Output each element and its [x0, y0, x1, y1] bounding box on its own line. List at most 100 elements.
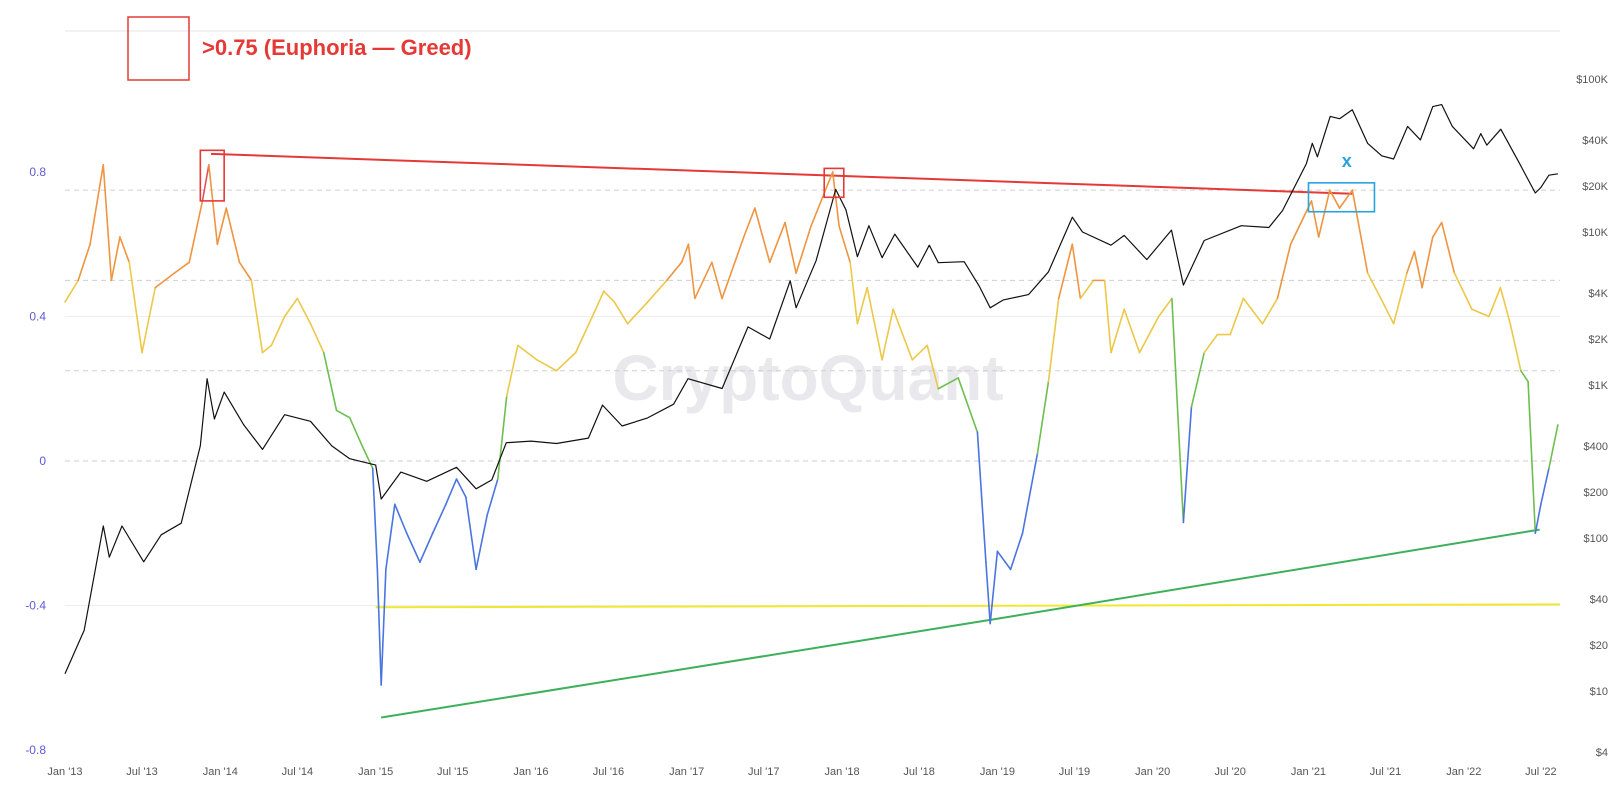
indicator-segment — [1453, 272, 1473, 311]
indicator-segment — [405, 532, 421, 563]
indicator-segment — [1540, 467, 1550, 506]
indicator-segment — [1338, 189, 1354, 209]
indicator-segment — [376, 568, 382, 686]
x-axis-tick-label: Jul '13 — [126, 766, 157, 778]
x-axis-tick-label: Jan '22 — [1446, 766, 1481, 778]
indicator-segment — [445, 478, 458, 506]
indicator-segment — [455, 478, 467, 498]
indicator-segment — [849, 261, 859, 325]
indicator-segment — [1534, 503, 1542, 535]
indicator-segment — [188, 200, 204, 264]
indicator-segment — [742, 207, 756, 238]
indicator-segment — [119, 236, 131, 264]
indicator-segment — [831, 171, 840, 227]
indicator-segment — [1071, 243, 1082, 300]
left-axis-tick-label: -0.8 — [25, 743, 46, 757]
left-axis: 0.8 0.4 0 -0.4 -0.8 — [25, 165, 46, 757]
indicator-segment — [795, 225, 812, 274]
indicator-segment — [1317, 189, 1331, 238]
indicator-segment — [431, 503, 447, 535]
indicator-segment — [250, 279, 264, 354]
indicator-segment — [1009, 532, 1024, 571]
indicator-segment — [516, 344, 538, 361]
x-axis-tick-label: Jul '17 — [748, 766, 779, 778]
indicator-segment — [1520, 369, 1529, 383]
x-axis-tick-label: Jul '20 — [1214, 766, 1245, 778]
indicator-segment — [1405, 250, 1416, 274]
right-axis-tick-label: $4K — [1588, 288, 1608, 300]
right-axis-tick-label: $40K — [1582, 135, 1608, 147]
indicator-segment — [613, 301, 629, 325]
indicator-segment — [385, 503, 396, 571]
x-axis-tick-label: Jul '19 — [1059, 766, 1090, 778]
right-axis-tick-label: $40 — [1590, 594, 1608, 606]
indicator-segment — [1276, 243, 1292, 300]
x-axis-tick-label: Jul '18 — [903, 766, 934, 778]
right-axis-tick-label: $20K — [1582, 181, 1608, 193]
indicator-segment — [1229, 297, 1245, 336]
indicator-segment — [555, 351, 577, 372]
indicator-segment — [1392, 272, 1408, 325]
right-axis-tick-label: $1K — [1588, 380, 1608, 392]
indicator-segment — [141, 286, 157, 354]
indicator-segment — [270, 315, 286, 347]
indicator-segment — [694, 261, 713, 300]
indicator-segment — [225, 207, 241, 264]
indicator-segment — [1123, 308, 1141, 354]
indicator-segment — [1190, 351, 1206, 408]
annotation-x-marker: x — [1342, 151, 1352, 171]
indicator-segment — [1527, 380, 1537, 535]
indicator-segment — [721, 236, 745, 300]
indicator-segment — [680, 243, 690, 264]
indicator-segment — [810, 171, 834, 227]
right-axis-tick-label: $100K — [1576, 74, 1608, 86]
indicator-segment — [380, 568, 387, 686]
x-axis-tick-label: Jan '21 — [1291, 766, 1326, 778]
indicator-segment — [626, 301, 649, 325]
indicator-segment — [687, 243, 696, 300]
indicator-segment — [646, 279, 668, 303]
indicator-segment — [201, 163, 210, 202]
right-axis-tick-label: $200 — [1584, 487, 1608, 499]
indicator-segment — [1036, 380, 1050, 455]
highlight-boxes — [199, 149, 1376, 213]
x-axis-tick-label: Jul '14 — [282, 766, 313, 778]
right-axis-tick-label: $10 — [1590, 686, 1608, 698]
indicator-segment — [335, 409, 351, 419]
indicator-segment — [536, 359, 558, 372]
right-axis-tick-label: $400 — [1584, 441, 1608, 453]
indicator-segment — [102, 163, 113, 282]
indicator-segment — [989, 550, 999, 625]
indicator-segment — [496, 395, 508, 480]
indicator-segment — [784, 221, 797, 274]
x-axis-tick-label: Jan '16 — [513, 766, 548, 778]
indicator-segment — [261, 344, 273, 354]
green-trendline — [381, 528, 1540, 719]
indicator-segment — [309, 322, 325, 354]
indicator-segment — [1509, 322, 1522, 372]
indicator-segment — [754, 207, 771, 264]
x-axis-tick-label: Jan '13 — [47, 766, 82, 778]
x-axis-tick-label: Jan '14 — [203, 766, 238, 778]
x-axis-tick-label: Jan '19 — [980, 766, 1015, 778]
indicator-segment — [1261, 297, 1279, 325]
indicator-segment — [208, 163, 219, 246]
right-axis-tick-label: $2K — [1588, 334, 1608, 346]
indicator-segment — [985, 561, 991, 625]
indicator-segment — [238, 261, 253, 282]
indicator-segment — [89, 163, 105, 246]
x-axis-tick-label: Jul '16 — [593, 766, 624, 778]
indicator-segment — [1431, 221, 1443, 238]
indicator-segment — [154, 272, 176, 289]
left-axis-tick-label: 0.4 — [29, 310, 46, 324]
indicator-segment — [976, 431, 987, 563]
indicator-segment — [475, 514, 488, 571]
indicator-segment — [574, 308, 597, 354]
right-axis-tick-label: $10K — [1582, 227, 1608, 239]
indicator-segment — [1242, 297, 1264, 325]
indicator-segment — [1488, 286, 1502, 318]
indicator-segment — [1047, 297, 1060, 383]
indicator-segment — [322, 351, 338, 412]
